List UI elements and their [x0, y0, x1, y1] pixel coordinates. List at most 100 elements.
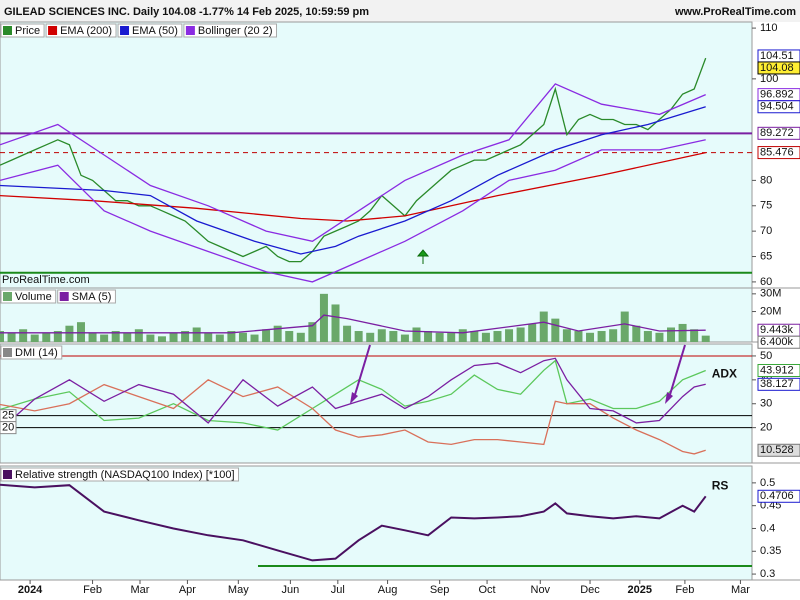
volume-bar — [319, 293, 328, 342]
value-label-bg — [757, 377, 800, 391]
x-tick-label: Feb — [83, 584, 102, 596]
legend-label: EMA (200) — [60, 25, 112, 37]
y-tick-label: 20M — [760, 305, 781, 317]
series-line — [0, 357, 706, 431]
volume-bar — [435, 332, 444, 342]
legend-swatch — [3, 26, 12, 35]
series-line — [0, 314, 706, 334]
value-label: 9.443k — [760, 324, 794, 336]
x-tick-label: Nov — [531, 584, 551, 596]
volume-bar — [157, 336, 166, 342]
volume-bar — [377, 329, 386, 342]
volume-bar — [586, 332, 595, 342]
h-line-label: 20 — [2, 422, 14, 434]
legend-label: Price — [15, 25, 40, 37]
legend-label: EMA (50) — [132, 25, 178, 37]
volume-bar — [181, 331, 190, 342]
volume-bar — [7, 332, 16, 342]
value-label: 6.400k — [760, 336, 794, 348]
panel — [0, 57, 752, 283]
x-tick-label: Feb — [675, 584, 694, 596]
legend-bg — [0, 467, 240, 482]
series-end-label: RS — [712, 478, 729, 492]
y-tick-label: 30 — [760, 398, 772, 410]
volume-bar — [539, 311, 548, 342]
legend-bg — [117, 23, 183, 38]
volume-bar — [562, 329, 571, 342]
volume-bar — [19, 329, 28, 342]
legend-label: Bollinger (20 2) — [198, 25, 273, 37]
legend-bg — [45, 23, 117, 38]
value-label-bg — [757, 100, 800, 114]
title-bar — [0, 0, 800, 22]
volume-bar — [516, 327, 525, 342]
arrow — [668, 344, 686, 399]
volume-bar — [620, 311, 629, 342]
series-line — [0, 106, 706, 255]
y-tick-label: 0.4 — [760, 522, 775, 534]
volume-bar — [701, 335, 710, 342]
series-end-label: ADX — [712, 366, 737, 380]
value-label-bg — [757, 335, 800, 349]
y-tick-label: 110 — [760, 22, 778, 34]
x-tick-label: 2025 — [628, 584, 652, 596]
volume-bar — [42, 332, 51, 342]
volume-bar — [227, 331, 236, 342]
series-line — [0, 379, 706, 455]
volume-bar — [632, 325, 641, 342]
x-tick-label: Apr — [179, 584, 196, 596]
y-tick-label: 20 — [760, 422, 772, 434]
panel-bg — [0, 465, 753, 581]
legend-label: Relative strength (NASDAQ100 Index) [*10… — [15, 469, 235, 481]
value-label-bg — [757, 146, 800, 160]
volume-bar — [447, 332, 456, 342]
legend-swatch — [120, 26, 130, 35]
value-label-bg — [757, 61, 800, 75]
volume-bar — [481, 332, 490, 342]
volume-bar — [458, 329, 467, 342]
volume-bar — [250, 334, 259, 342]
y-tick-label: 75 — [760, 200, 772, 212]
x-tick-label: Dec — [580, 584, 600, 596]
legend-label: SMA (5) — [72, 291, 112, 303]
y-tick-label: 30M — [760, 288, 781, 300]
volume-bar — [366, 332, 375, 342]
volume-bar — [65, 325, 74, 342]
volume-bar — [215, 334, 224, 342]
volume-bar — [0, 331, 4, 342]
volume-bar — [53, 331, 62, 342]
value-label: 10.528 — [760, 444, 794, 456]
x-tick-label: Mar — [131, 584, 150, 596]
volume-bar — [609, 329, 618, 342]
x-tick-label: Aug — [378, 584, 398, 596]
volume-bar — [262, 329, 271, 342]
volume-bar — [470, 331, 479, 342]
series-line — [0, 57, 707, 263]
panel — [0, 293, 710, 342]
volume-bar — [331, 304, 340, 342]
watermark: ProRealTime.com — [2, 274, 90, 286]
chart-title: GILEAD SCIENCES INC. Daily 104.08 -1.77%… — [4, 6, 369, 18]
band-lower — [0, 139, 706, 283]
volume-bar — [192, 327, 201, 342]
series-line — [0, 359, 706, 431]
panel-bg — [0, 343, 753, 464]
value-label-bg — [757, 126, 800, 140]
up-arrow — [416, 249, 430, 264]
y-tick-label: 0.3 — [760, 568, 775, 580]
legend-swatch — [3, 470, 12, 479]
volume-bar — [204, 332, 213, 342]
arrow — [353, 344, 371, 399]
y-tick-label: 65 — [760, 250, 772, 262]
value-label: 96.892 — [760, 89, 794, 101]
legend-swatch — [3, 292, 12, 301]
volume-bar — [285, 331, 294, 342]
value-label: 104.08 — [760, 62, 794, 74]
legend-label: Volume — [15, 291, 52, 303]
value-label: 89.272 — [760, 127, 794, 139]
value-label-bg — [757, 489, 800, 503]
volume-bar — [597, 331, 606, 342]
x-tick-label: Jun — [282, 584, 300, 596]
